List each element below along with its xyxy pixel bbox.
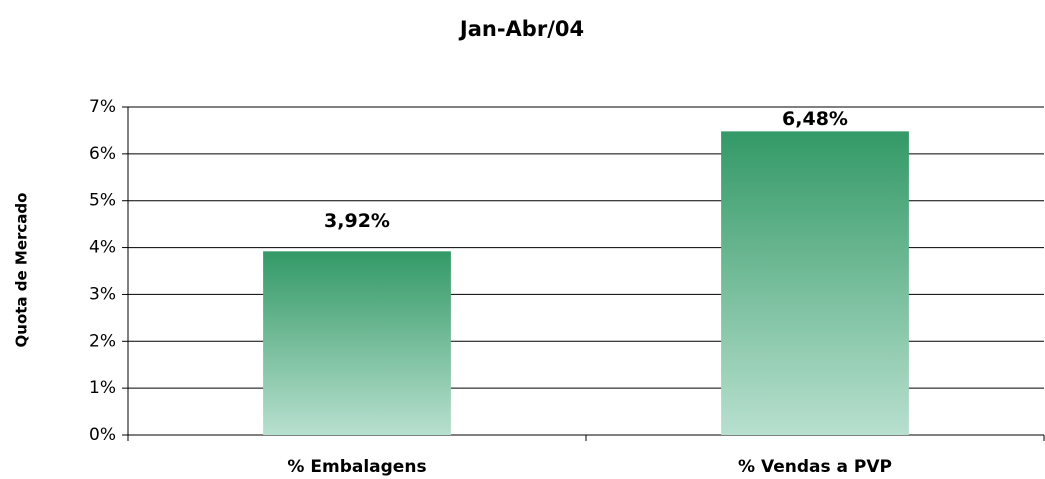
bar [263,251,451,435]
y-tick-label: 1% [89,378,116,398]
x-tick-label: % Vendas a PVP [738,457,892,477]
data-label: 3,92% [324,210,390,232]
data-label: 6,48% [782,108,848,130]
bar [721,131,909,435]
y-tick-label: 6% [89,144,116,164]
x-tick-label: % Embalagens [287,457,426,477]
y-tick-label: 7% [89,97,116,117]
chart-title: Jan-Abr/04 [458,17,584,41]
y-tick-label: 3% [89,284,116,304]
y-tick-label: 5% [89,191,116,211]
y-tick-label: 2% [89,331,116,351]
y-tick-label: 4% [89,238,116,258]
y-axis-label: Quota de Mercado [13,193,31,348]
y-tick-label: 0% [89,425,116,445]
